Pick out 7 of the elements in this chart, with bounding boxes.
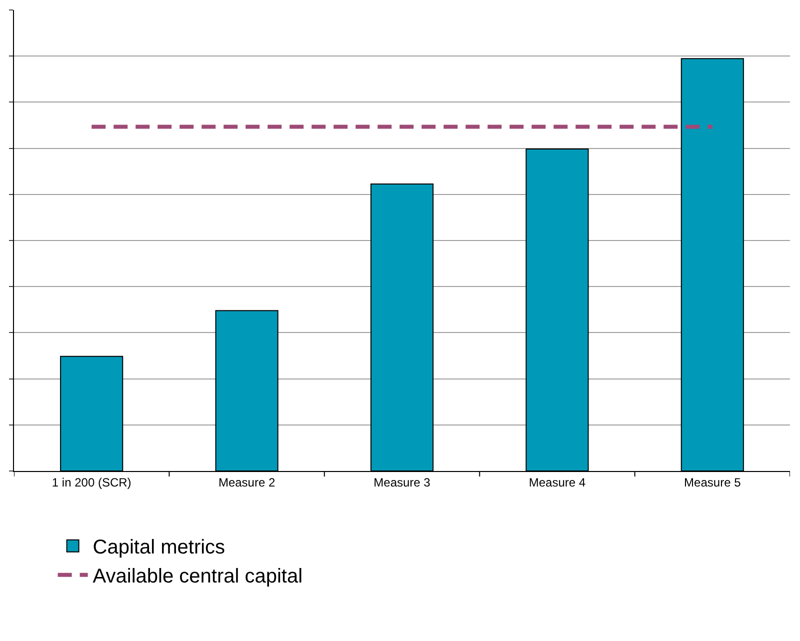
x-tick-label: Measure 4: [528, 475, 586, 490]
legend-label: Available central capital: [92, 566, 303, 588]
x-tick-label: Measure 2: [218, 475, 276, 490]
legend-label: Capital metrics: [92, 536, 226, 559]
x-tick-label: 1 in 200 (SCR): [52, 475, 132, 490]
x-tick-label: Measure 5: [684, 475, 742, 490]
x-tick-label: Measure 3: [374, 475, 431, 490]
